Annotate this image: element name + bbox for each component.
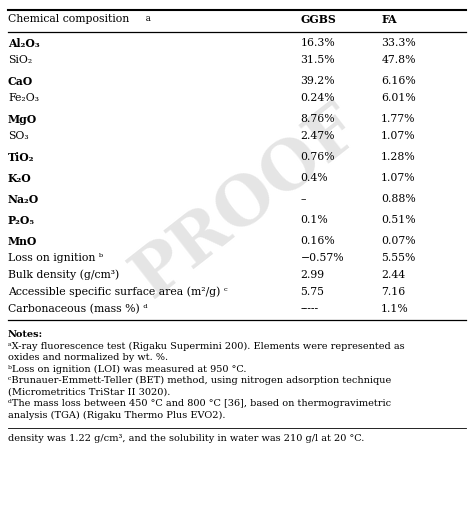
Text: 1.07%: 1.07%	[381, 173, 416, 183]
Text: 31.5%: 31.5%	[301, 55, 335, 65]
Text: 0.4%: 0.4%	[301, 173, 328, 183]
Text: 1.77%: 1.77%	[381, 114, 416, 124]
Text: Chemical composition: Chemical composition	[8, 14, 129, 24]
Text: 39.2%: 39.2%	[301, 76, 335, 86]
Text: TiO₂: TiO₂	[8, 151, 35, 162]
Text: 1.28%: 1.28%	[381, 152, 416, 162]
Text: Carbonaceous (mass %) ᵈ: Carbonaceous (mass %) ᵈ	[8, 304, 147, 314]
Text: PROOF: PROOF	[120, 93, 373, 310]
Text: 47.8%: 47.8%	[381, 55, 416, 65]
Text: 0.51%: 0.51%	[381, 215, 416, 225]
Text: 5.75: 5.75	[301, 287, 325, 297]
Text: MnO: MnO	[8, 236, 37, 246]
Text: 1.1%: 1.1%	[381, 304, 409, 314]
Text: 5.55%: 5.55%	[381, 253, 416, 263]
Text: 0.76%: 0.76%	[301, 152, 335, 162]
Text: a: a	[143, 14, 151, 23]
Text: Accessible specific surface area (m²/g) ᶜ: Accessible specific surface area (m²/g) …	[8, 287, 228, 297]
Text: 7.16: 7.16	[381, 287, 405, 297]
Text: density was 1.22 g/cm³, and the solubility in water was 210 g/l at 20 °C.: density was 1.22 g/cm³, and the solubili…	[8, 434, 365, 443]
Text: Fe₂O₃: Fe₂O₃	[8, 93, 39, 103]
Text: −0.57%: −0.57%	[301, 253, 344, 263]
Text: 0.1%: 0.1%	[301, 215, 328, 225]
Text: Na₂O: Na₂O	[8, 194, 39, 204]
Text: Notes:: Notes:	[8, 330, 43, 339]
Text: -----: -----	[301, 304, 319, 314]
Text: 16.3%: 16.3%	[301, 38, 336, 48]
Text: GGBS: GGBS	[301, 14, 337, 25]
Text: ᵈThe mass loss between 450 °C and 800 °C [36], based on thermogravimetric: ᵈThe mass loss between 450 °C and 800 °C…	[8, 399, 391, 408]
Text: ᶜBrunauer-Emmett-Teller (BET) method, using nitrogen adsorption technique: ᶜBrunauer-Emmett-Teller (BET) method, us…	[8, 376, 391, 385]
Text: 0.24%: 0.24%	[301, 93, 335, 103]
Text: 2.99: 2.99	[301, 270, 325, 280]
Text: ᵇLoss on ignition (LOI) was measured at 950 °C.: ᵇLoss on ignition (LOI) was measured at …	[8, 365, 246, 374]
Text: oxides and normalized by wt. %.: oxides and normalized by wt. %.	[8, 353, 168, 362]
Text: analysis (TGA) (Rigaku Thermo Plus EVO2).: analysis (TGA) (Rigaku Thermo Plus EVO2)…	[8, 410, 226, 419]
Text: (Micrometritics TriStar II 3020).: (Micrometritics TriStar II 3020).	[8, 388, 170, 397]
Text: SO₃: SO₃	[8, 131, 28, 141]
Text: MgO: MgO	[8, 114, 37, 125]
Text: ᵃX-ray fluorescence test (Rigaku Supermini 200). Elements were represented as: ᵃX-ray fluorescence test (Rigaku Supermi…	[8, 341, 405, 350]
Text: 1.07%: 1.07%	[381, 131, 416, 141]
Text: 6.01%: 6.01%	[381, 93, 416, 103]
Text: 0.88%: 0.88%	[381, 194, 416, 204]
Text: 8.76%: 8.76%	[301, 114, 335, 124]
Text: 33.3%: 33.3%	[381, 38, 416, 48]
Text: CaO: CaO	[8, 75, 33, 87]
Text: Bulk density (g/cm³): Bulk density (g/cm³)	[8, 270, 119, 280]
Text: K₂O: K₂O	[8, 173, 32, 184]
Text: Al₂O₃: Al₂O₃	[8, 38, 40, 48]
Text: 2.47%: 2.47%	[301, 131, 335, 141]
Text: FA: FA	[381, 14, 397, 25]
Text: 2.44: 2.44	[381, 270, 405, 280]
Text: 6.16%: 6.16%	[381, 76, 416, 86]
Text: P₂O₅: P₂O₅	[8, 215, 35, 226]
Text: –: –	[301, 194, 306, 204]
Text: 0.07%: 0.07%	[381, 236, 416, 246]
Text: Loss on ignition ᵇ: Loss on ignition ᵇ	[8, 253, 103, 263]
Text: 0.16%: 0.16%	[301, 236, 336, 246]
Text: SiO₂: SiO₂	[8, 55, 32, 65]
